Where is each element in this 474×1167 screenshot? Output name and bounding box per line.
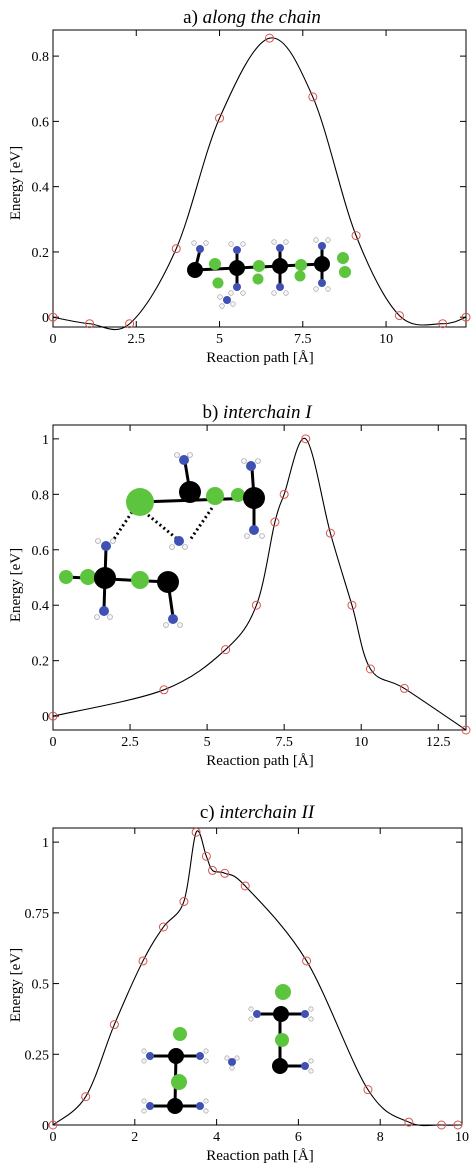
- panel-b-ytick-label: 1: [42, 433, 49, 448]
- panel-c-data-point: [404, 1117, 414, 1127]
- panel-c-xlabel: Reaction path [Å]: [206, 1148, 313, 1164]
- panel-c-plot: 0 2 4 6 8 10 0 0.25 0.5 0.75 1: [25, 827, 469, 1145]
- panel-b-data-point: [251, 600, 261, 610]
- panel-a-xtick-label: 7.5: [294, 332, 312, 347]
- panel-b-data-point: [399, 683, 409, 693]
- molecule-inset-b: [59, 452, 265, 628]
- panel-b-xtick-label: 0: [50, 735, 57, 750]
- panel-b-data-point: [279, 489, 289, 499]
- panel-c-data-point: [220, 868, 230, 878]
- panel-c-ytick-label: 0.25: [25, 1048, 50, 1063]
- panel-c-xtick-label: 8: [377, 1130, 384, 1145]
- panel-a-xtick-label: 10: [379, 332, 393, 347]
- panel-a-data-point: [308, 92, 318, 102]
- panel-a-xlabel: Reaction path [Å]: [206, 350, 313, 366]
- panel-c-frame: [52, 827, 463, 1126]
- panel-c-data-point: [201, 851, 211, 861]
- panel-b-data-point: [270, 517, 280, 527]
- panel-a-ytick-label: 0.6: [32, 115, 50, 130]
- panel-a-xtick-label: 5: [216, 332, 223, 347]
- panel-c-xtick-label: 4: [213, 1130, 220, 1145]
- panel-c-energy-curve: [52, 830, 458, 1127]
- panel-b-ytick-label: 0.6: [32, 544, 50, 559]
- panel-c-ytick-label: 0.5: [32, 978, 50, 993]
- panel-b-frame: [52, 424, 467, 731]
- panel-a-frame: [52, 29, 467, 328]
- panel-b-xtick-label: 2.5: [121, 735, 139, 750]
- panel-b-energy-curve: [52, 438, 467, 731]
- panel-c-data-point: [437, 1120, 447, 1130]
- panel-b-ytick-label: 0.2: [32, 655, 50, 670]
- panel-a-data-point: [394, 311, 404, 321]
- panel-c-data-point: [109, 1020, 119, 1030]
- panel-c-xtick-label: 2: [131, 1130, 138, 1145]
- panel-b-data-point: [347, 600, 357, 610]
- panel-a-data-point: [171, 244, 181, 254]
- panel-a-xtick-label: 0: [50, 332, 57, 347]
- panel-b-xtick-label: 7.5: [275, 735, 293, 750]
- panel-b-data-point: [325, 528, 335, 538]
- panel-c-data-point: [158, 922, 168, 932]
- panel-c-data-point: [302, 956, 312, 966]
- panel-c-ylabel: Energy [eV]: [8, 948, 24, 1022]
- panel-c-data-point: [138, 956, 148, 966]
- panel-c-ytick-label: 1: [42, 836, 49, 851]
- panel-a-data-point: [85, 319, 95, 329]
- panel-c-ytick-label: 0.75: [25, 907, 50, 922]
- panel-a-data-point: [48, 312, 58, 322]
- panel-b-data-point: [159, 685, 169, 695]
- panel-b-xlabel: Reaction path [Å]: [206, 753, 313, 769]
- panel-c-xtick-label: 10: [455, 1130, 469, 1145]
- panel-c-xtick-label: 6: [295, 1130, 302, 1145]
- panel-a-data-point: [461, 312, 471, 322]
- panel-c-data-point: [208, 865, 218, 875]
- panel-c-data-point: [240, 881, 250, 891]
- panel-a-data-point: [264, 33, 274, 43]
- panel-a-data-point: [125, 319, 135, 329]
- panel-b-xtick-label: 10: [354, 735, 368, 750]
- panel-c-xtick-label: 0: [50, 1130, 57, 1145]
- panel-a-data-point: [351, 231, 361, 241]
- panel-c-data-point: [179, 897, 189, 907]
- panel-b-ylabel: Energy [eV]: [8, 548, 24, 622]
- panel-b-data-point: [365, 664, 375, 674]
- panel-a-xtick-label: 2.5: [128, 332, 146, 347]
- panel-a-ylabel: Energy [eV]: [8, 146, 24, 220]
- panel-a-plot: 0 2.5 5 7.5 10 0 0.2 0.4 0.6 0.8: [32, 29, 471, 347]
- panel-b-ytick-label: 0.4: [32, 599, 50, 614]
- panel-c-data-point: [48, 1120, 58, 1130]
- panel-b-xtick-label: 5: [204, 735, 211, 750]
- panel-c-title: c) interchain II: [200, 802, 316, 823]
- panel-c-data-point: [363, 1085, 373, 1095]
- panel-a-ytick-label: 0.2: [32, 246, 50, 261]
- panel-c-ytick-label: 0: [42, 1119, 49, 1134]
- panel-a-ytick-label: 0.4: [32, 181, 50, 196]
- panel-a-ytick-label: 0: [42, 311, 49, 326]
- panel-b-title: b) interchain I: [202, 402, 313, 423]
- panel-b-plot: 0 2.5 5 7.5 10 12.5 0 0.2 0.4 0.6 0.8 1: [32, 424, 471, 750]
- panel-b-ytick-label: 0.8: [32, 488, 50, 503]
- panel-b-data-point: [461, 725, 471, 735]
- panel-a-title: a) along the chain: [183, 7, 321, 28]
- panel-b-data-point: [301, 434, 311, 444]
- molecule-inset-c: [141, 984, 314, 1114]
- panel-b-data-point: [48, 711, 58, 721]
- panel-c-data-point: [453, 1120, 463, 1130]
- panel-b-xtick-label: 12.5: [426, 735, 451, 750]
- panel-b-data-point: [221, 645, 231, 655]
- molecule-inset-a: [187, 237, 351, 309]
- panel-a-energy-curve: [52, 37, 467, 331]
- panel-c-data-point: [191, 827, 201, 837]
- panel-a-data-point: [215, 113, 225, 123]
- panel-a-ytick-label: 0.8: [32, 50, 50, 65]
- panel-c-data-point: [81, 1092, 91, 1102]
- panel-b-ytick-label: 0: [42, 710, 49, 725]
- panel-a-data-point: [438, 319, 448, 329]
